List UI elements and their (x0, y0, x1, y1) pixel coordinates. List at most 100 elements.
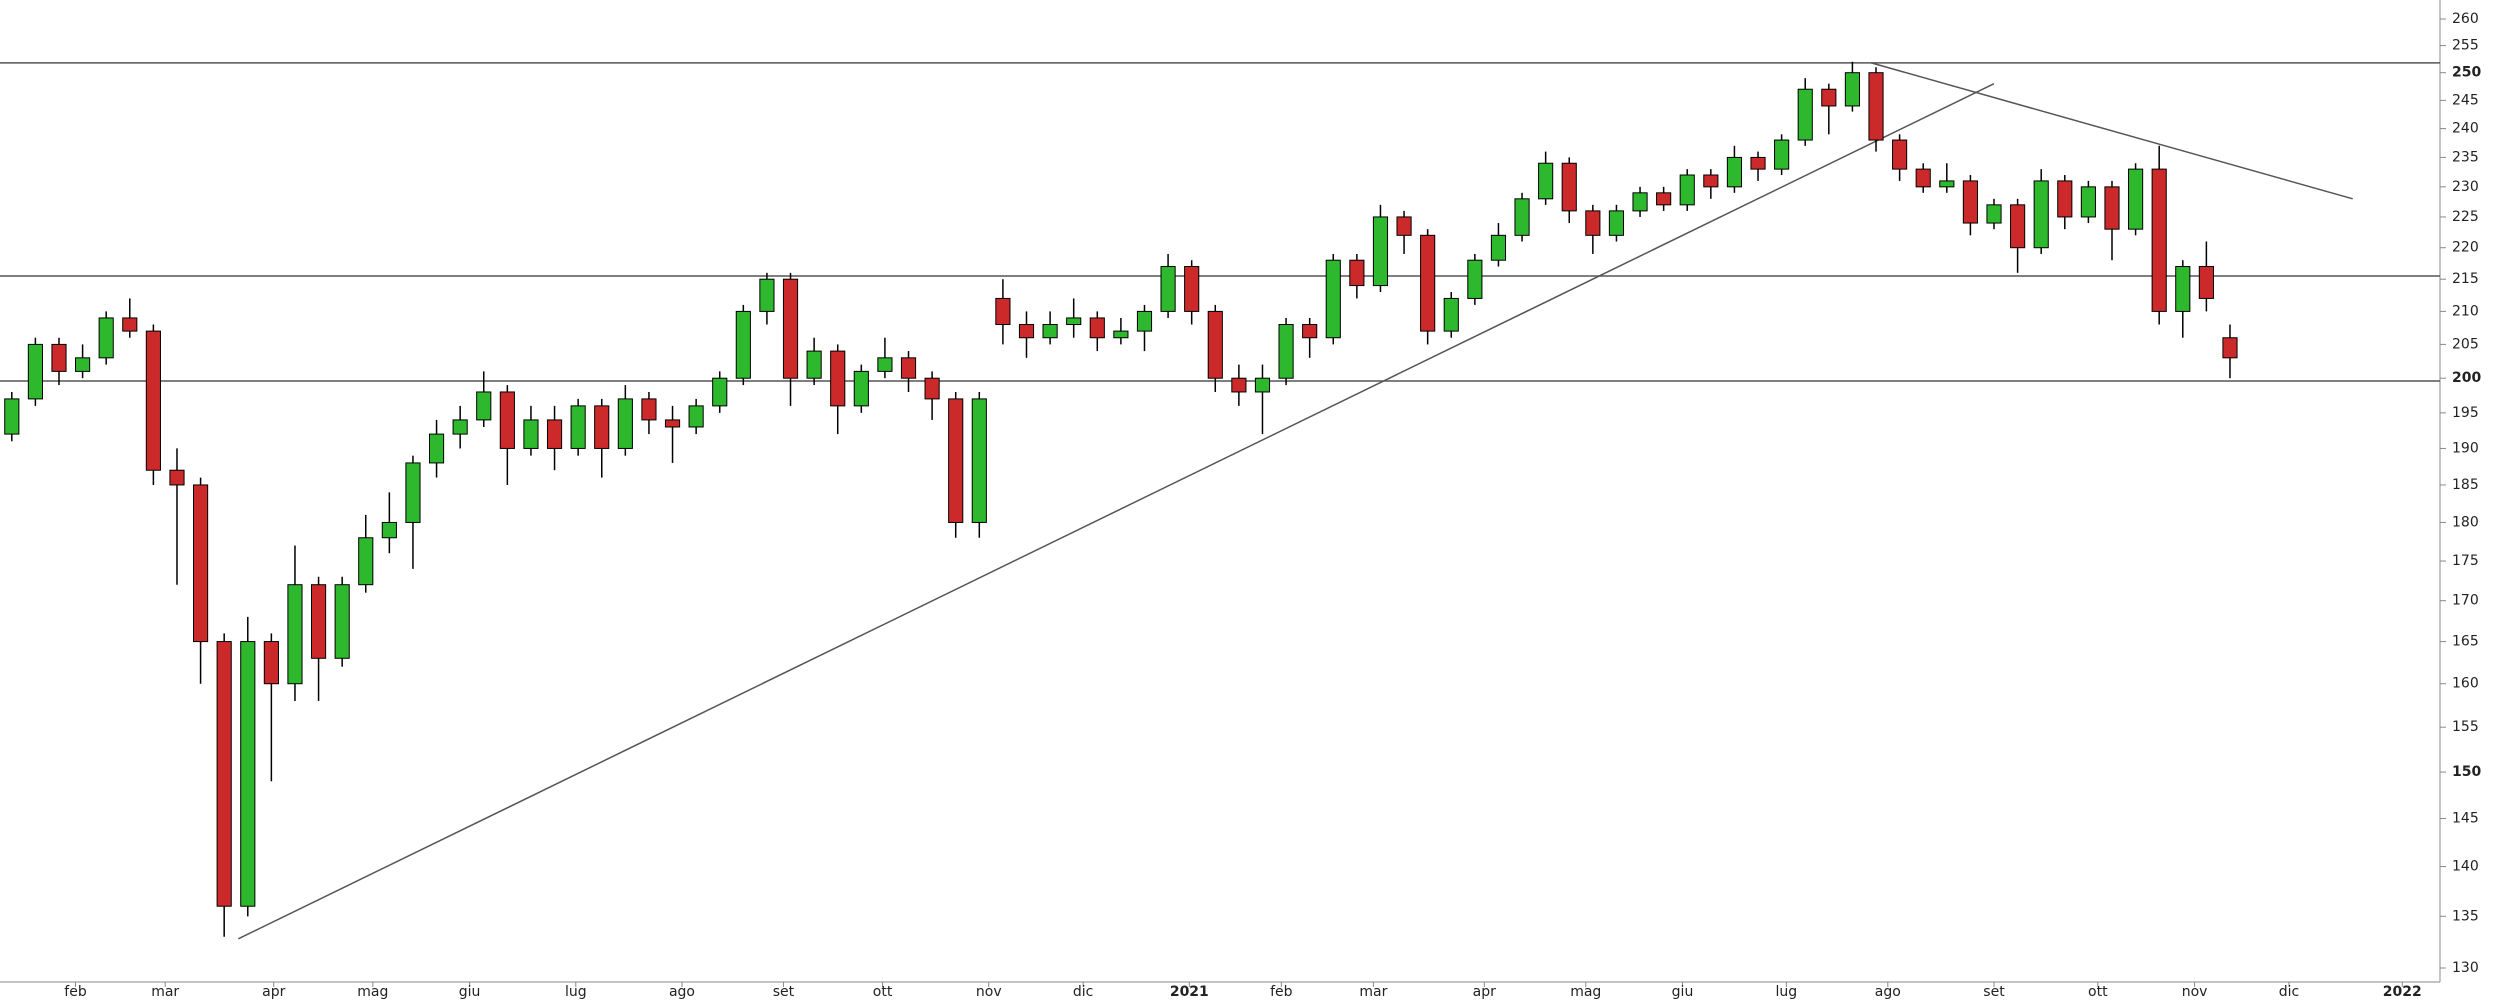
candle-body (1915, 168, 1931, 188)
candle-body (98, 317, 114, 359)
candle-body (995, 297, 1011, 326)
candle-body (1018, 324, 1035, 339)
candle-body (1585, 210, 1601, 236)
candle-body (1231, 377, 1247, 393)
candle-body (2104, 186, 2120, 230)
y-tick-label: 170 (2452, 593, 2479, 609)
x-tick-label: lug (565, 984, 587, 1000)
candle-body (1561, 162, 1577, 212)
candle-body (1726, 156, 1743, 188)
candle-body (405, 462, 421, 523)
x-tick-label: lug (1776, 984, 1798, 1000)
candle-body (216, 641, 232, 907)
trendline (238, 83, 1995, 940)
x-tick-label: mag (357, 984, 388, 1000)
candle-body (169, 469, 185, 486)
candle-body (641, 398, 657, 421)
x-tick-label: mar (151, 984, 179, 1000)
x-tick-label: set (1983, 984, 2005, 1000)
candle-body (617, 398, 633, 449)
candle-body (1962, 180, 1978, 224)
y-tick-label: 130 (2452, 960, 2479, 976)
candle-body (1184, 266, 1200, 312)
x-tick-label: set (773, 984, 795, 1000)
y-tick-label: 200 (2452, 370, 2481, 386)
candle-body (1844, 72, 1860, 107)
candle-body (1656, 192, 1672, 206)
candle-body (1325, 259, 1341, 339)
x-tick-label: ott (2088, 984, 2108, 1000)
candle-body (1774, 139, 1790, 170)
y-tick-label: 180 (2452, 514, 2479, 530)
y-tick-label: 185 (2452, 477, 2479, 493)
candle-body (476, 391, 492, 421)
candle-body (1797, 88, 1813, 141)
candle-body (971, 398, 987, 523)
y-tick-label: 230 (2452, 179, 2479, 195)
candle-body (2175, 266, 2191, 312)
y-tick-label: 220 (2452, 240, 2479, 256)
candle-body (1750, 156, 1766, 170)
candle-body (830, 350, 846, 407)
candle-body (900, 357, 917, 379)
candle-body (193, 484, 209, 643)
y-tick-label: 205 (2452, 336, 2479, 352)
y-tick-label: 260 (2452, 11, 2479, 27)
candle-body (1986, 204, 2002, 224)
y-tick-label: 245 (2452, 92, 2479, 108)
x-tick-label: nov (2182, 984, 2208, 1000)
candle-body (2057, 180, 2073, 218)
x-tick-label: mag (1570, 984, 1601, 1000)
candle-body (948, 398, 964, 523)
candle-body (2080, 186, 2096, 218)
candle-body (428, 433, 445, 464)
y-tick-label: 135 (2452, 908, 2479, 924)
candle-body (1443, 297, 1459, 332)
x-tick-label: mar (1359, 984, 1387, 1000)
candle-body (2033, 180, 2049, 249)
y-tick-label: 140 (2452, 859, 2479, 875)
candle-body (1278, 324, 1294, 379)
candle-body (1939, 180, 1955, 188)
y-tick-label: 145 (2452, 810, 2479, 826)
x-tick-label: apr (262, 984, 285, 1000)
candle-body (688, 405, 704, 428)
candle-body (1608, 210, 1625, 236)
candle-body (1892, 139, 1908, 170)
candle-body (594, 405, 610, 449)
x-tick-label: ott (873, 984, 893, 1000)
candle-body (1136, 310, 1153, 332)
candle-body (1490, 234, 1507, 261)
y-tick-label: 255 (2452, 38, 2479, 54)
candle-body (1113, 330, 1129, 339)
candle-body (735, 310, 751, 379)
candle-body (287, 584, 303, 685)
candle-body (2222, 337, 2238, 359)
y-tick-label: 160 (2452, 676, 2479, 692)
candle-body (523, 419, 539, 449)
candle-body (877, 357, 893, 372)
candle-body (853, 370, 869, 407)
y-tick-label: 195 (2452, 405, 2479, 421)
candle-body (1821, 88, 1837, 107)
candle-body (782, 278, 799, 379)
y-tick-label: 210 (2452, 303, 2479, 319)
candle-body (381, 521, 397, 539)
candle-body (1066, 317, 1082, 326)
x-tick-label: giu (1672, 984, 1694, 1000)
x-tick-label: feb (1270, 984, 1293, 1000)
x-tick-label: feb (64, 984, 87, 1000)
candle-body (358, 537, 374, 586)
candle-body (145, 330, 161, 471)
candle-body (452, 419, 468, 435)
x-tick-label: dic (2279, 984, 2299, 1000)
candle-body (1089, 317, 1105, 339)
x-tick-label: giu (459, 984, 481, 1000)
candle-body (2198, 266, 2214, 299)
y-tick-label: 165 (2452, 634, 2479, 650)
candle-body (1868, 72, 1884, 141)
candle-body (51, 343, 67, 372)
x-tick-label: ago (1875, 984, 1901, 1000)
x-tick-label: 2021 (1170, 984, 1209, 1000)
